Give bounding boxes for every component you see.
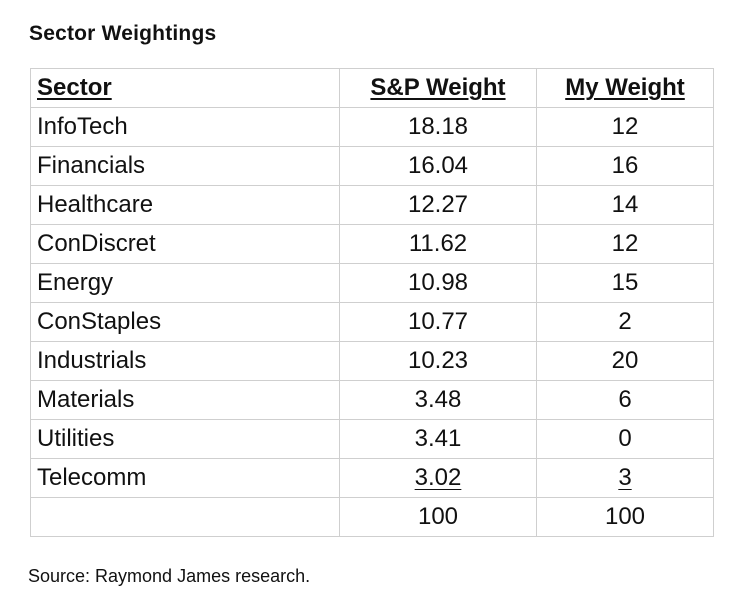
my-weight-value: 2 [536,302,714,342]
sp-weight-value: 10.23 [339,341,537,381]
sp-weight-value: 3.41 [339,419,537,459]
sector-name: ConStaples [30,302,340,342]
table-title: Sector Weightings [29,22,217,45]
header-my-weight: My Weight [536,68,714,108]
sp-weight-value: 10.77 [339,302,537,342]
sp-weight-value: 3.02 [339,458,537,498]
table-row: InfoTech 18.18 12 [30,107,714,147]
sector-name: Energy [30,263,340,303]
my-weight-value: 15 [536,263,714,303]
sp-weight-value: 3.48 [339,380,537,420]
sp-weight-value: 10.98 [339,263,537,303]
sector-name: Utilities [30,419,340,459]
sector-weightings-table: Sector S&P Weight My Weight InfoTech 18.… [30,68,714,537]
sp-weight-value: 18.18 [339,107,537,147]
table-row: Telecomm 3.02 3 [30,458,714,498]
source-note: Source: Raymond James research. [28,566,311,586]
my-weight-value: 12 [536,224,714,264]
table-header-row: Sector S&P Weight My Weight [30,68,714,108]
sector-name: Financials [30,146,340,186]
total-row: 100 100 [30,497,714,537]
sp-weight-value: 16.04 [339,146,537,186]
my-weight-value: 14 [536,185,714,225]
sector-name: Telecomm [30,458,340,498]
my-weight-value: 12 [536,107,714,147]
table-row: ConDiscret 11.62 12 [30,224,714,264]
sector-name: Healthcare [30,185,340,225]
table-row: ConStaples 10.77 2 [30,302,714,342]
my-weight-value: 3 [536,458,714,498]
total-label [30,497,340,537]
sp-weight-value: 12.27 [339,185,537,225]
table-row: Industrials 10.23 20 [30,341,714,381]
table-row: Energy 10.98 15 [30,263,714,303]
my-weight-value: 20 [536,341,714,381]
table-row: Utilities 3.41 0 [30,419,714,459]
my-weight-value: 0 [536,419,714,459]
my-weight-total: 100 [536,497,714,537]
table-row: Healthcare 12.27 14 [30,185,714,225]
header-sp-weight: S&P Weight [339,68,537,108]
my-weight-value: 16 [536,146,714,186]
my-weight-value: 6 [536,380,714,420]
sector-name: InfoTech [30,107,340,147]
header-sector: Sector [30,68,340,108]
sector-name: ConDiscret [30,224,340,264]
sp-weight-total: 100 [339,497,537,537]
table-row: Materials 3.48 6 [30,380,714,420]
sp-weight-value: 11.62 [339,224,537,264]
sector-name: Industrials [30,341,340,381]
sector-name: Materials [30,380,340,420]
table-row: Financials 16.04 16 [30,146,714,186]
